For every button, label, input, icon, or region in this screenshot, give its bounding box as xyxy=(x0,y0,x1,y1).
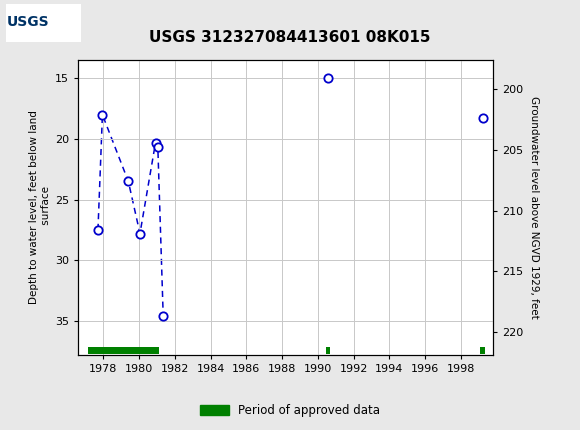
Bar xyxy=(88,347,159,354)
Bar xyxy=(480,347,485,354)
Text: ≡USGS: ≡USGS xyxy=(9,14,79,31)
Bar xyxy=(6,3,81,42)
Text: USGS: USGS xyxy=(7,15,49,29)
Text: USGS 312327084413601 08K015: USGS 312327084413601 08K015 xyxy=(149,30,431,45)
Y-axis label: Depth to water level, feet below land
 surface: Depth to water level, feet below land su… xyxy=(30,111,51,304)
Bar xyxy=(326,347,330,354)
Legend: Period of approved data: Period of approved data xyxy=(195,399,385,422)
Y-axis label: Groundwater level above NGVD 1929, feet: Groundwater level above NGVD 1929, feet xyxy=(529,96,539,319)
